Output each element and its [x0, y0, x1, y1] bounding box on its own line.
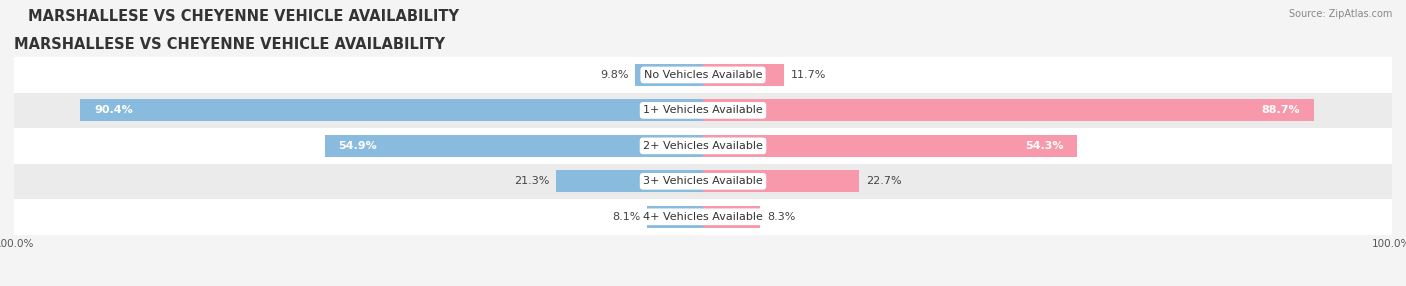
Text: 54.9%: 54.9% [339, 141, 377, 151]
Bar [14, 199, 1392, 235]
Text: No Vehicles Available: No Vehicles Available [644, 70, 762, 80]
Text: MARSHALLESE VS CHEYENNE VEHICLE AVAILABILITY: MARSHALLESE VS CHEYENNE VEHICLE AVAILABI… [28, 9, 460, 23]
Text: 22.7%: 22.7% [866, 176, 901, 186]
Bar [703, 170, 859, 192]
Bar [703, 135, 1077, 157]
Text: 3+ Vehicles Available: 3+ Vehicles Available [643, 176, 763, 186]
Bar [636, 64, 703, 86]
Text: 21.3%: 21.3% [515, 176, 550, 186]
Bar [703, 64, 783, 86]
Text: 2+ Vehicles Available: 2+ Vehicles Available [643, 141, 763, 151]
Bar [14, 57, 1392, 93]
Bar [14, 164, 1392, 199]
Text: 8.1%: 8.1% [612, 212, 640, 222]
Text: 11.7%: 11.7% [790, 70, 825, 80]
Bar [557, 170, 703, 192]
Text: MARSHALLESE VS CHEYENNE VEHICLE AVAILABILITY: MARSHALLESE VS CHEYENNE VEHICLE AVAILABI… [14, 37, 446, 52]
Text: 8.3%: 8.3% [768, 212, 796, 222]
Bar [14, 128, 1392, 164]
Bar [647, 206, 703, 228]
Text: 54.3%: 54.3% [1025, 141, 1063, 151]
Bar [80, 100, 703, 121]
Text: 9.8%: 9.8% [600, 70, 628, 80]
Bar [14, 93, 1392, 128]
Bar [703, 206, 761, 228]
Text: 1+ Vehicles Available: 1+ Vehicles Available [643, 106, 763, 115]
Bar [703, 100, 1315, 121]
Text: 90.4%: 90.4% [94, 106, 132, 115]
Text: 88.7%: 88.7% [1261, 106, 1301, 115]
Text: 4+ Vehicles Available: 4+ Vehicles Available [643, 212, 763, 222]
Text: Source: ZipAtlas.com: Source: ZipAtlas.com [1288, 9, 1392, 19]
Bar [325, 135, 703, 157]
